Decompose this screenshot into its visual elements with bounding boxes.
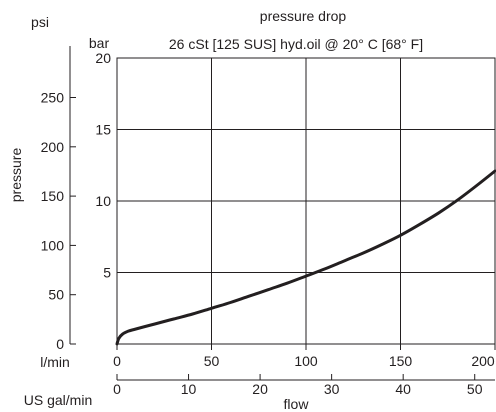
x-tick-label: 0 [113,353,121,369]
x-tick-label: 50 [204,353,220,369]
y-tick-label: 5 [103,265,111,281]
x-axis-label: flow [284,396,310,412]
usgal-tick-label: 0 [113,381,121,397]
chart-subtitle: 26 cSt [125 SUS] hyd.oil @ 20° C [68° F] [169,36,423,52]
usgal-tick-label: 10 [181,381,197,397]
x-tick-label: 100 [294,353,318,369]
usgal-unit-label: US gal/min [24,392,92,408]
usgal-tick-label: 30 [324,381,340,397]
grid [117,58,495,344]
psi-tick-label: 200 [41,139,65,155]
usgal-tick-label: 20 [252,381,268,397]
psi-tick-label: 100 [41,237,65,253]
psi-unit-label: psi [31,14,49,30]
x-tick-label: 200 [471,353,495,369]
chart-title: pressure drop [260,8,347,24]
psi-tick-label: 150 [41,188,65,204]
psi-axis: 0 50 100 150 200 250 [41,46,76,352]
series-line-0 [115,169,496,346]
y-axis-label: pressure [8,148,24,203]
x-tick-label: 150 [389,353,413,369]
lmin-unit-label: l/min [40,354,70,370]
psi-tick-label: 250 [41,90,65,106]
y-tick-label: 10 [95,193,111,209]
usgal-tick-label: 40 [395,381,411,397]
psi-tick-label: 0 [56,336,64,352]
psi-tick-label: 50 [48,287,64,303]
usgal-tick-label: 50 [467,381,483,397]
y-tick-label: 15 [95,122,111,138]
y-tick-label: 20 [95,50,111,66]
bar-unit-label: bar [89,35,110,51]
